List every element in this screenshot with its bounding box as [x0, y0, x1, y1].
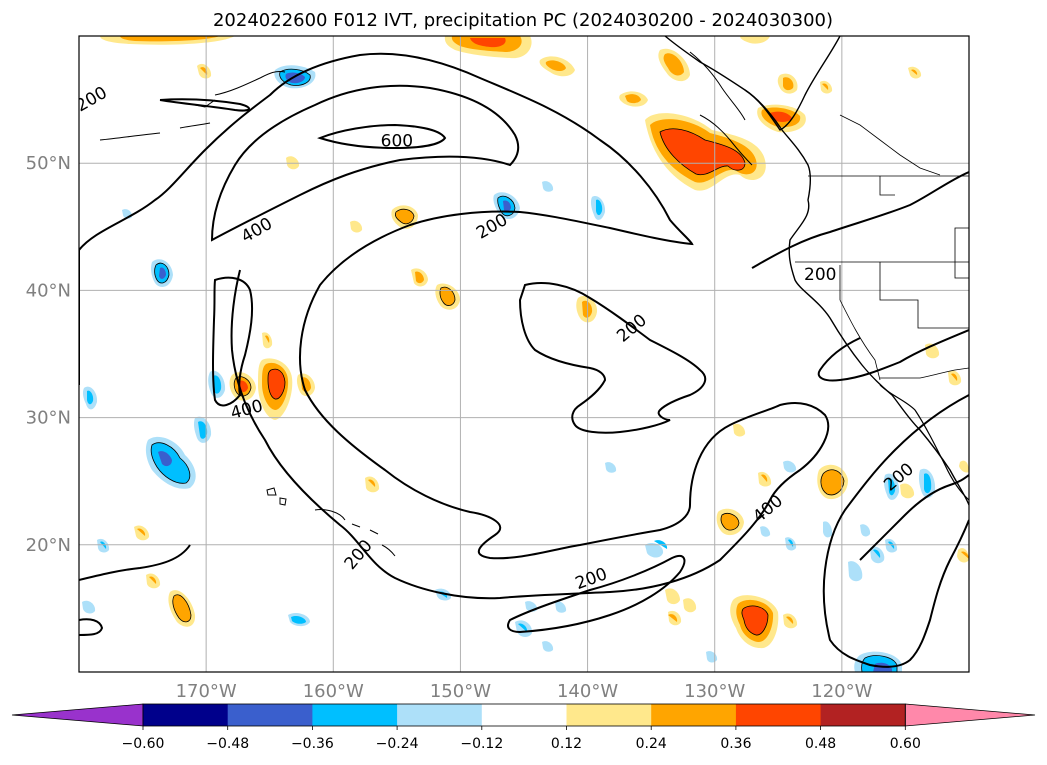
plot-frame — [78, 35, 970, 673]
colorbar-tick-label: 0.48 — [805, 736, 836, 752]
latitude-label: 20°N — [26, 535, 71, 556]
colorbar-segment — [312, 704, 398, 726]
coastlines — [99, 36, 969, 557]
colorbar-tick-label: 0.12 — [551, 736, 582, 752]
ivt-contour-200-inner — [518, 282, 707, 434]
colorbar-segment — [566, 704, 652, 726]
colorbar-tick-label: 0.24 — [636, 736, 667, 752]
ivt-contour-200-south — [507, 554, 686, 634]
longitude-label: 170°W — [176, 681, 237, 702]
borders — [795, 114, 969, 381]
colorbar-tick-label: 0.36 — [720, 736, 751, 752]
latitude-label: 30°N — [26, 408, 71, 429]
longitude-label: 140°W — [557, 681, 618, 702]
longitude-label: 150°W — [430, 681, 491, 702]
map-title: 2024022600 F012 IVT, precipitation PC (2… — [213, 10, 833, 31]
ivt-contour-200-nw — [159, 98, 250, 112]
colorbar-tick-label: −0.24 — [376, 736, 419, 752]
ivt-contour-200-outer — [79, 52, 830, 600]
colorbar-segment — [397, 704, 483, 726]
longitude-labels: 170°W 160°W 150°W 140°W 130°W 120°W — [176, 681, 873, 702]
ivt-contour-200-sw — [79, 618, 104, 636]
latitude-labels: 50°N 40°N 30°N 20°N — [26, 153, 71, 556]
colorbar-frame — [142, 703, 906, 727]
latitude-label: 50°N — [26, 153, 71, 174]
ivt-contours — [79, 52, 969, 668]
longitude-label: 130°W — [684, 681, 745, 702]
colorbar-segment — [227, 704, 313, 726]
ivt-contour-400 — [210, 84, 520, 407]
ivt-contour-600 — [317, 123, 447, 150]
colorbar-segment — [651, 704, 737, 726]
colorbar-segment — [143, 704, 229, 726]
precipitation-shading — [82, 36, 969, 672]
contour-label: 200 — [804, 265, 836, 285]
colorbar-extend-right — [904, 703, 1036, 727]
colorbar-tick-label: 0.60 — [890, 736, 921, 752]
ivt-contour-200-east — [751, 171, 969, 382]
longitude-label: 120°W — [811, 681, 872, 702]
latitude-label: 40°N — [26, 280, 71, 301]
ivt-contour-400-east — [822, 394, 969, 668]
precip-contours — [150, 68, 898, 672]
colorbar-segment — [481, 704, 567, 726]
longitude-label: 160°W — [303, 681, 364, 702]
contour-label: 600 — [381, 132, 413, 152]
colorbar: −0.60 −0.48 −0.36 −0.24 −0.12 0.12 0.24 0.36 0.4… — [11, 703, 1036, 752]
colorbar-extend-left — [11, 703, 144, 727]
colorbar-tick-label: −0.36 — [291, 736, 334, 752]
colorbar-segment — [820, 704, 906, 726]
ivt-contour-200-sw-coast — [859, 474, 969, 561]
colorbar-tick-label: −0.48 — [206, 736, 249, 752]
colorbar-tick-label: −0.60 — [122, 736, 165, 752]
colorbar-tick-label: −0.12 — [460, 736, 503, 752]
colorbar-segment — [735, 704, 822, 726]
